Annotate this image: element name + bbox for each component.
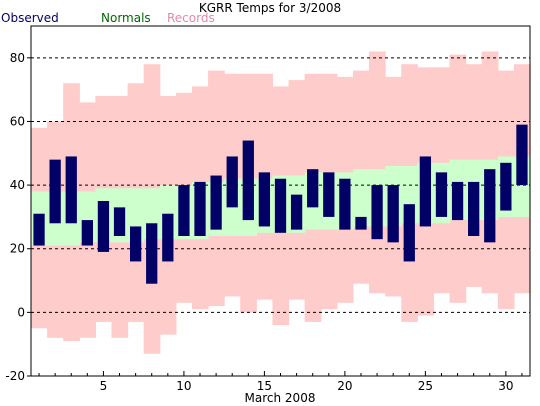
observed-bar-day-24: [403, 204, 415, 262]
x-tick-label-10: 10: [176, 379, 191, 393]
observed-bar-day-14: [242, 140, 254, 221]
y-tick-label-20: 20: [10, 242, 25, 256]
observed-bar-day-27: [451, 181, 464, 221]
records-bars: [31, 51, 531, 354]
legend-records: Records: [167, 11, 215, 25]
observed-bar-day-22: [371, 185, 383, 240]
observed-bar-day-21: [355, 216, 367, 230]
observed-bar-day-23: [387, 185, 399, 243]
observed-bar-day-20: [339, 178, 351, 230]
observed-bars: [33, 124, 528, 284]
observed-bar-day-13: [226, 156, 238, 208]
observed-bar-day-10: [178, 185, 190, 236]
observed-bar-day-31: [516, 124, 528, 186]
y-tick-label--20: -20: [5, 369, 25, 383]
observed-bar-day-12: [210, 175, 222, 230]
observed-bar-day-16: [274, 178, 287, 233]
observed-bar-day-3: [65, 156, 77, 224]
observed-bar-day-2: [49, 159, 61, 224]
observed-bar-day-6: [113, 207, 126, 236]
observed-bar-day-26: [435, 172, 448, 217]
observed-bar-day-7: [130, 226, 142, 262]
x-tick-label-5: 5: [100, 379, 108, 393]
observed-bar-day-15: [258, 172, 271, 227]
x-axis-ticks: 5 10 15 20 25 30: [38, 371, 523, 393]
observed-bar-day-8: [146, 223, 158, 284]
observed-bar-day-18: [307, 169, 319, 208]
legend-normals: Normals: [101, 11, 151, 25]
x-tick-label-25: 25: [418, 379, 433, 393]
chart-title: KGRR Temps for 3/2008: [199, 1, 341, 15]
x-tick-label-30: 30: [498, 379, 513, 393]
observed-bar-day-1: [33, 213, 45, 246]
observed-bar-day-11: [194, 181, 206, 236]
x-tick-label-20: 20: [337, 379, 352, 393]
observed-bar-day-30: [500, 162, 512, 211]
y-tick-label-60: 60: [10, 114, 25, 128]
x-axis-label: March 2008: [245, 391, 316, 405]
observed-bar-day-5: [97, 201, 110, 252]
observed-bar-day-19: [323, 172, 335, 217]
observed-bar-day-28: [468, 181, 480, 236]
y-tick-label-40: 40: [10, 178, 25, 192]
y-tick-label-0: 0: [17, 305, 25, 319]
observed-bar-day-17: [290, 194, 303, 230]
observed-bar-day-9: [162, 213, 174, 262]
y-axis-ticks: -20 0 20 40 60 80: [5, 51, 31, 383]
legend-observed: Observed: [1, 11, 59, 25]
observed-bar-day-4: [81, 220, 93, 246]
x-tick-label-15: 15: [257, 379, 272, 393]
normals-bar-day-21: [352, 169, 370, 227]
y-tick-label-80: 80: [10, 51, 25, 65]
observed-bar-day-25: [419, 156, 432, 227]
observed-bar-day-29: [484, 169, 496, 243]
